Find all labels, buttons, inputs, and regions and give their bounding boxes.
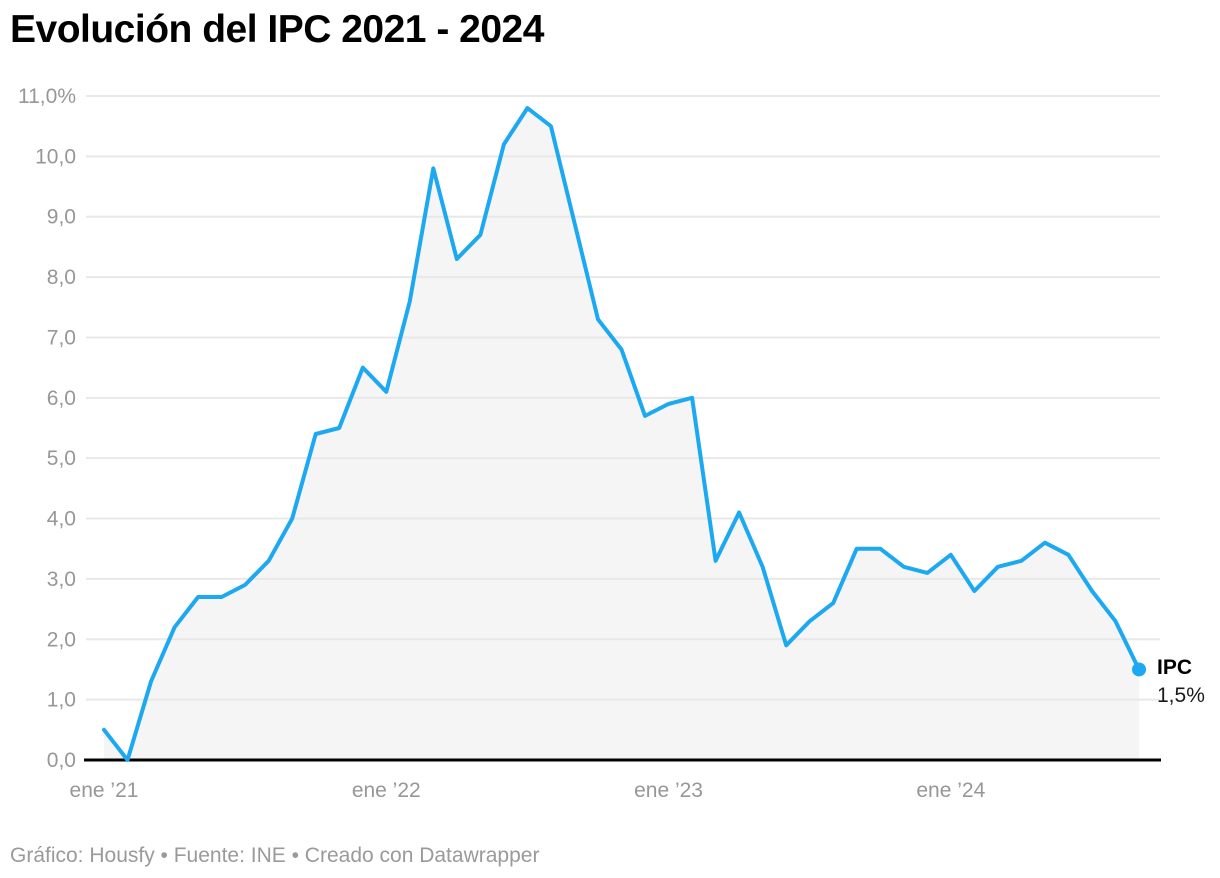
y-axis-tick-label: 1,0 (47, 689, 76, 712)
y-axis-tick-label: 0,0 (47, 749, 76, 772)
chart-title: Evolución del IPC 2021 - 2024 (10, 8, 544, 51)
y-axis-tick-label: 3,0 (47, 568, 76, 591)
area-fill (104, 108, 1139, 761)
y-axis-tick-label: 9,0 (47, 206, 76, 229)
ipc-series-line (102, 106, 1141, 762)
x-axis-tick-label: ene ’22 (352, 779, 421, 802)
y-axis-tick-label: 2,0 (47, 628, 76, 651)
x-axis-tick-label: ene ’24 (916, 779, 985, 802)
y-axis-tick-label: 10,0 (35, 145, 76, 168)
series-end-label: IPC (1157, 656, 1193, 679)
y-axis-tick-label: 4,0 (47, 508, 76, 531)
y-axis-tick-label: 7,0 (47, 326, 76, 349)
series-end-dot (1132, 662, 1147, 677)
y-axis-tick-label: 8,0 (47, 266, 76, 289)
y-axis-tick-label: 11,0% (18, 85, 76, 108)
chart-footer: Gráfico: Housfy • Fuente: INE • Creado c… (10, 844, 540, 867)
y-axis-tick-label: 6,0 (47, 387, 76, 410)
x-axis-tick-label: ene ’21 (70, 779, 139, 802)
x-axis-tick-label: ene ’23 (634, 779, 703, 802)
y-axis-tick-label: 5,0 (47, 447, 76, 470)
series-end-value: 1,5% (1157, 684, 1205, 707)
